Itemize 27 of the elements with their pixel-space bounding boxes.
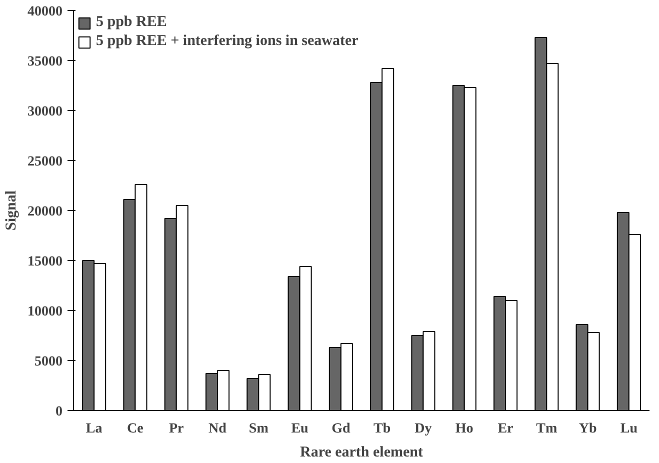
x-tick-label: Ce: [127, 422, 144, 436]
y-tick-label: 25000: [28, 154, 62, 170]
x-tick-label: Dy: [414, 422, 432, 436]
legend-label: 5 ppb REE: [96, 14, 167, 31]
y-tick-label: 20000: [28, 204, 62, 220]
x-tick-label: Tb: [374, 422, 391, 436]
y-tick-label: 15000: [28, 254, 62, 270]
x-tick-label: Pr: [168, 422, 184, 436]
x-tick-label: Er: [498, 422, 514, 436]
x-tick-label: Nd: [208, 422, 227, 436]
x-tick-label: Yb: [578, 422, 597, 436]
y-tick-label: 0: [56, 404, 62, 420]
y-tick-label: 35000: [28, 54, 62, 70]
y-tick-label: 40000: [28, 4, 62, 20]
y-tick-label: 30000: [28, 104, 62, 120]
x-tick-label: Sm: [248, 422, 269, 436]
y-axis-title: Signal: [4, 190, 20, 231]
x-axis-title: Rare earth element: [300, 444, 424, 460]
x-tick-label: Tm: [536, 422, 558, 436]
y-tick-label: 10000: [28, 304, 62, 320]
y-tick-label: 5000: [34, 354, 62, 370]
x-tick-label: Eu: [291, 422, 309, 436]
x-tick-label: Lu: [620, 422, 638, 436]
x-tick-label: Gd: [332, 422, 350, 436]
x-tick-label: Ho: [455, 422, 474, 436]
x-tick-label: La: [86, 422, 102, 436]
legend-label: 5 ppb REE + interfering ions in seawater: [96, 33, 358, 50]
